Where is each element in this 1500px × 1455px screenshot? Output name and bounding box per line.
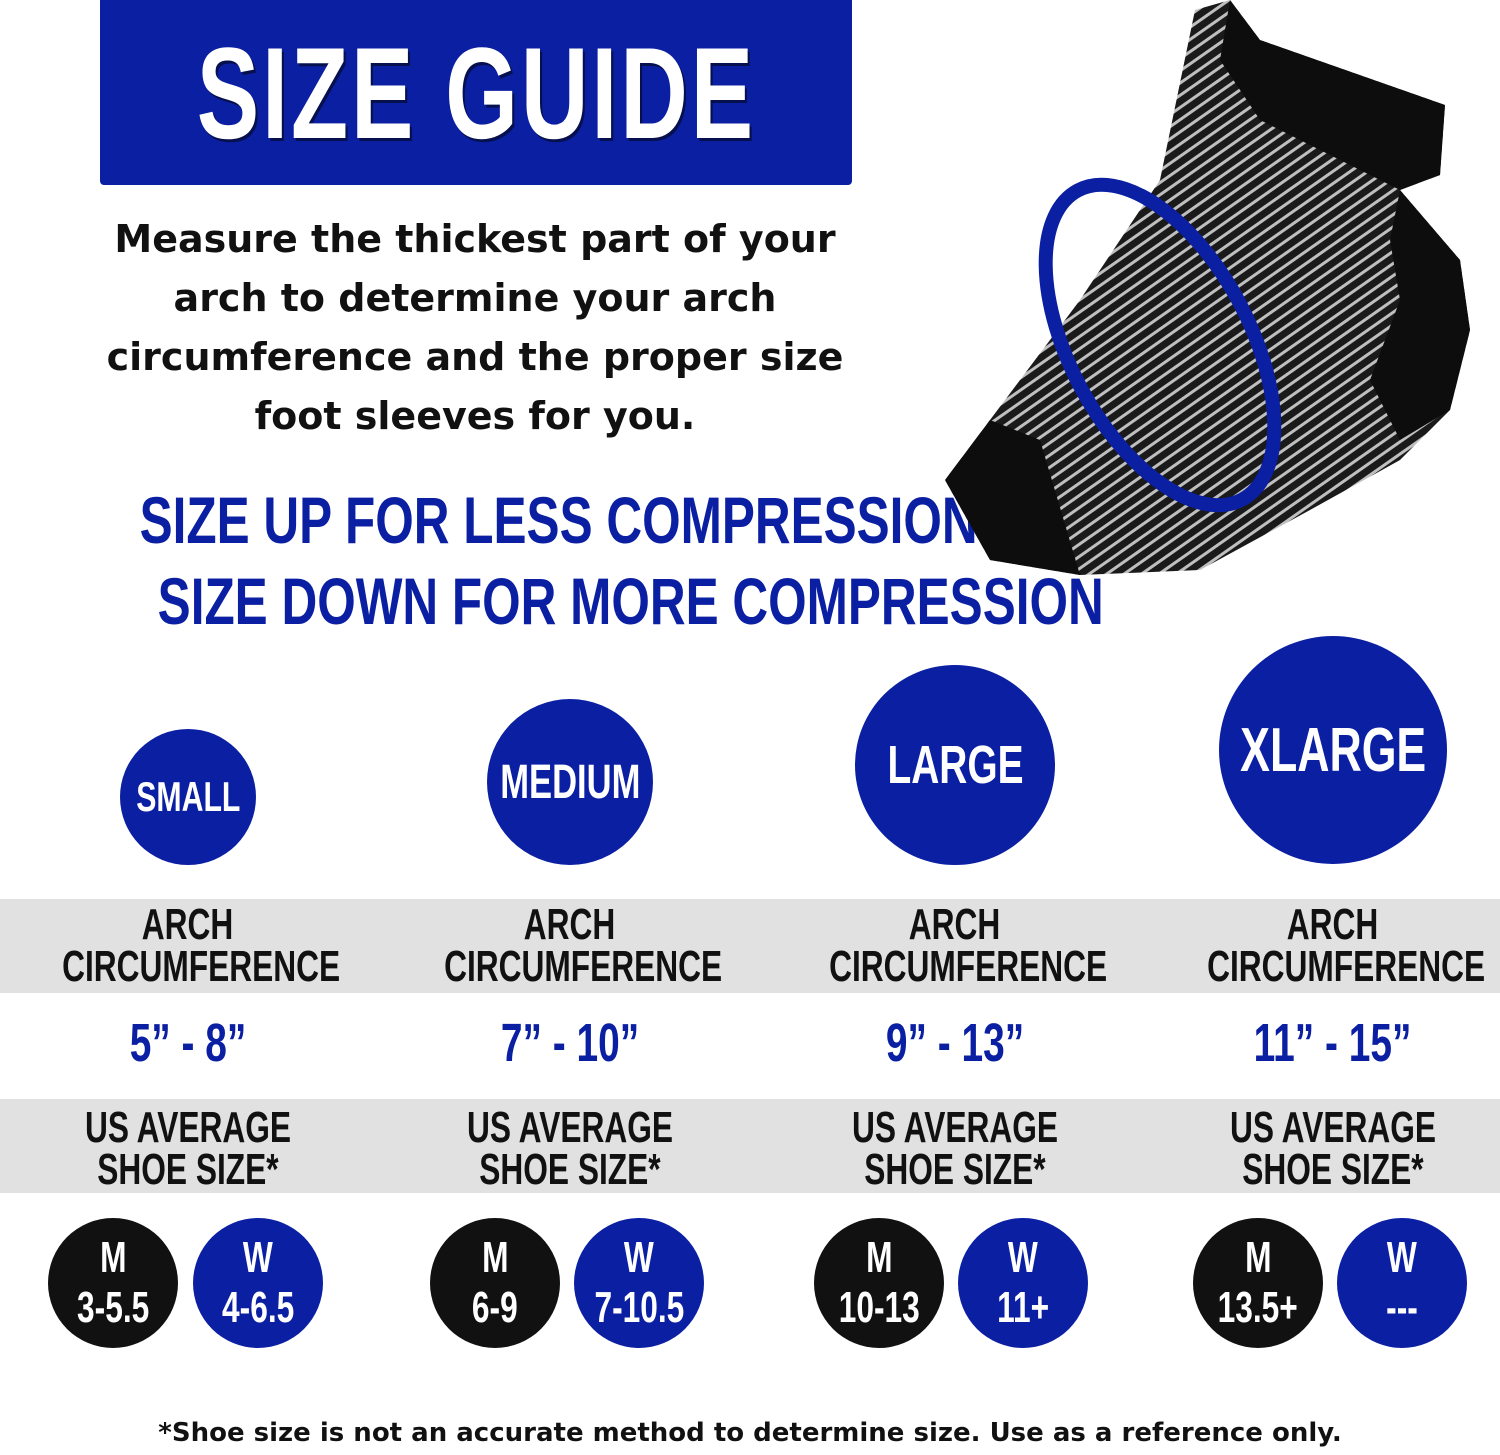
womens-size-large: W 11+	[958, 1218, 1088, 1348]
arch-header-large: ARCH CIRCUMFERENCE	[775, 900, 1135, 991]
header-line: US AVERAGE	[1230, 1103, 1436, 1152]
range-text: 7” - 10”	[500, 1013, 640, 1073]
size-label: SMALL	[135, 773, 241, 820]
header-line: CIRCUMFERENCE	[444, 942, 723, 991]
header-line: SHOE SIZE*	[1242, 1145, 1424, 1194]
mens-size-medium: M 6-9	[430, 1218, 560, 1348]
gender-letter: M	[481, 1233, 509, 1282]
header-line: CIRCUMFERENCE	[62, 942, 341, 991]
footnote: *Shoe size is not an accurate method to …	[158, 1418, 1342, 1448]
size-badge-large: LARGE	[855, 665, 1055, 865]
size-label: MEDIUM	[499, 755, 641, 809]
header-line: ARCH	[142, 900, 234, 949]
shoe-size: ---	[1386, 1283, 1418, 1332]
arch-range-large: 9” - 13”	[775, 1012, 1135, 1074]
shoe-size: 3-5.5	[76, 1283, 150, 1332]
mens-size-large: M 10-13	[814, 1218, 944, 1348]
arch-header-small: ARCH CIRCUMFERENCE	[8, 900, 368, 991]
header-line: US AVERAGE	[467, 1103, 673, 1152]
gender-letter: M	[1244, 1233, 1272, 1282]
intro-line: arch to determine your arch	[173, 276, 777, 320]
tagline-text: SIZE DOWN FOR MORE COMPRESSION	[157, 564, 1104, 638]
womens-size-xlarge: W ---	[1337, 1218, 1467, 1348]
shoe-size: 6-9	[472, 1283, 518, 1332]
range-text: 11” - 15”	[1254, 1013, 1412, 1073]
tagline-size-down: SIZE DOWN FOR MORE COMPRESSION	[0, 563, 1104, 639]
shoe-header-xlarge: US AVERAGE SHOE SIZE*	[1153, 1103, 1500, 1194]
page-title: SIZE GUIDE	[196, 19, 756, 166]
size-badge-xlarge: XLARGE	[1219, 636, 1447, 864]
intro-text: Measure the thickest part of your arch t…	[60, 210, 890, 446]
shoe-header-medium: US AVERAGE SHOE SIZE*	[390, 1103, 750, 1194]
header-line: US AVERAGE	[85, 1103, 291, 1152]
arch-range-xlarge: 11” - 15”	[1153, 1012, 1500, 1074]
header-line: SHOE SIZE*	[97, 1145, 279, 1194]
arch-header-medium: ARCH CIRCUMFERENCE	[390, 900, 750, 991]
arch-header-xlarge: ARCH CIRCUMFERENCE	[1153, 900, 1500, 991]
gender-letter: W	[243, 1233, 273, 1282]
shoe-header-small: US AVERAGE SHOE SIZE*	[8, 1103, 368, 1194]
shoe-header-large: US AVERAGE SHOE SIZE*	[775, 1103, 1135, 1194]
shoe-header-band	[0, 1099, 1500, 1193]
gender-letter: W	[624, 1233, 654, 1282]
foot-sleeve-image	[945, 0, 1470, 575]
shoe-size: 11+	[997, 1283, 1049, 1332]
header-line: SHOE SIZE*	[479, 1145, 661, 1194]
header-line: ARCH	[909, 900, 1001, 949]
header-line: SHOE SIZE*	[864, 1145, 1046, 1194]
tagline-size-up: SIZE UP FOR LESS COMPRESSION	[0, 482, 995, 558]
shoe-size: 13.5+	[1217, 1283, 1299, 1332]
size-badge-small: SMALL	[120, 729, 256, 865]
arch-range-medium: 7” - 10”	[390, 1012, 750, 1074]
shoe-size: 10-13	[838, 1283, 920, 1332]
intro-line: circumference and the proper size	[106, 335, 844, 379]
shoe-size: 4-6.5	[221, 1283, 295, 1332]
tagline-text: SIZE UP FOR LESS COMPRESSION	[139, 483, 978, 557]
mens-size-xlarge: M 13.5+	[1193, 1218, 1323, 1348]
title-banner: SIZE GUIDE	[100, 0, 852, 185]
gender-letter: M	[865, 1233, 893, 1282]
arch-header-band	[0, 899, 1500, 993]
size-label: XLARGE	[1239, 715, 1427, 785]
range-text: 5” - 8”	[129, 1013, 247, 1073]
mens-size-small: M 3-5.5	[48, 1218, 178, 1348]
gender-letter: M	[99, 1233, 127, 1282]
womens-size-small: W 4-6.5	[193, 1218, 323, 1348]
shoe-size: 7-10.5	[594, 1283, 684, 1332]
size-badge-medium: MEDIUM	[487, 699, 653, 865]
womens-size-medium: W 7-10.5	[574, 1218, 704, 1348]
intro-line: Measure the thickest part of your	[114, 217, 836, 261]
arch-range-small: 5” - 8”	[8, 1012, 368, 1074]
gender-letter: W	[1008, 1233, 1038, 1282]
header-line: CIRCUMFERENCE	[829, 942, 1108, 991]
gender-letter: W	[1387, 1233, 1417, 1282]
range-text: 9” - 13”	[885, 1013, 1025, 1073]
size-label: LARGE	[886, 735, 1024, 795]
intro-line: foot sleeves for you.	[254, 394, 696, 438]
header-line: US AVERAGE	[852, 1103, 1058, 1152]
header-line: ARCH	[1287, 900, 1379, 949]
header-line: ARCH	[524, 900, 616, 949]
header-line: CIRCUMFERENCE	[1207, 942, 1486, 991]
